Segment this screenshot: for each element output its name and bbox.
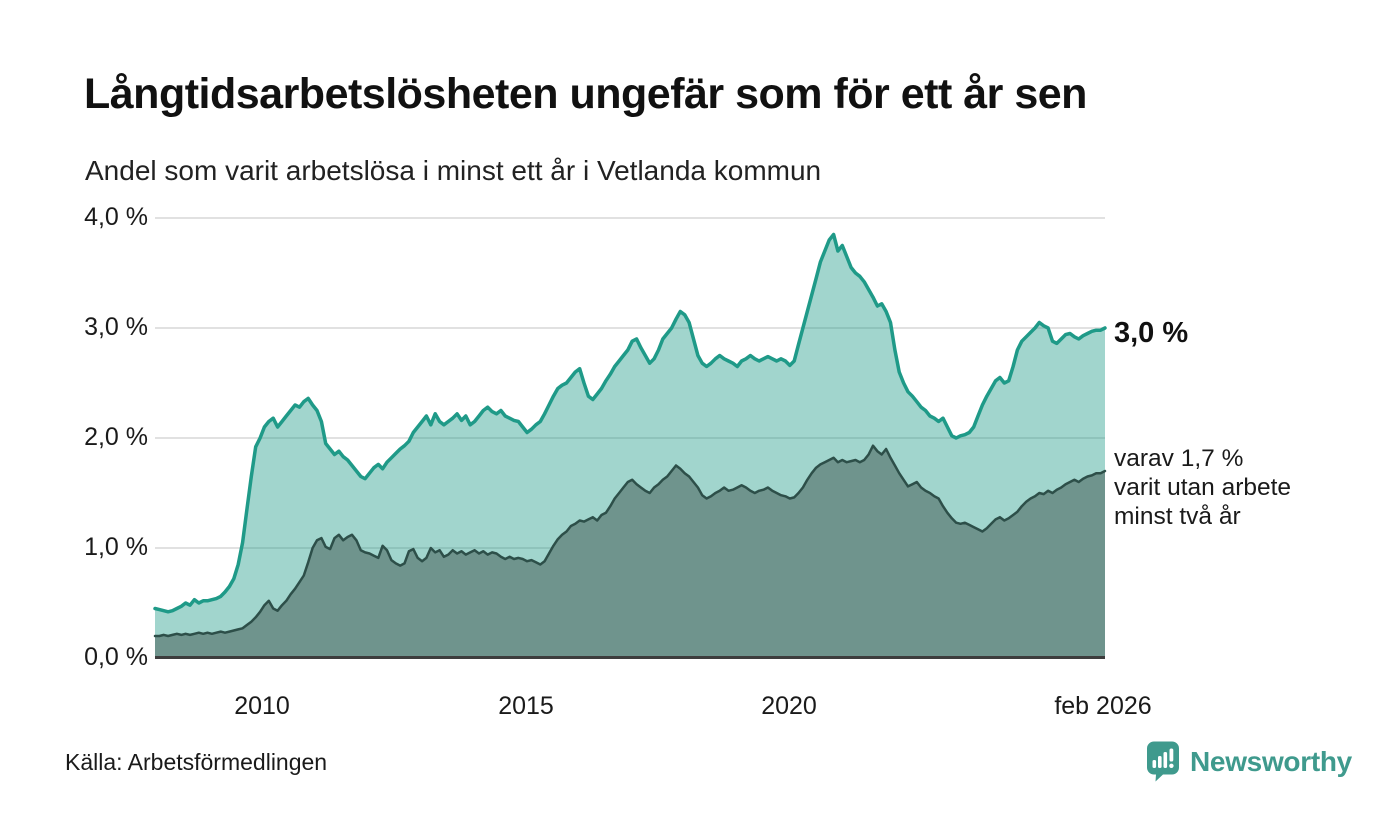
gridline-3pct bbox=[155, 327, 1105, 329]
gridline-4pct bbox=[155, 217, 1105, 219]
newsworthy-bubble-chart-icon bbox=[1147, 741, 1179, 782]
series1-end-value-label: 3,0 % bbox=[1114, 317, 1189, 349]
series2-annotation: varav 1,7 % varit utan arbete minst två … bbox=[1114, 444, 1291, 531]
page-title: Långtidsarbetslösheten ungefär som för e… bbox=[84, 70, 1087, 118]
annotation-line: varit utan arbete bbox=[1114, 474, 1292, 501]
annotation-line: varav 1,7 % bbox=[1114, 445, 1244, 472]
y-tick-label: 2,0 % bbox=[84, 423, 148, 451]
newsworthy-logo[interactable]: Newsworthy bbox=[1146, 741, 1352, 782]
x-tick-label: 2020 bbox=[761, 692, 817, 720]
y-tick-label: 4,0 % bbox=[84, 203, 148, 231]
y-tick-label: 3,0 % bbox=[84, 313, 148, 341]
newsworthy-wordmark: Newsworthy bbox=[1190, 745, 1352, 777]
y-tick-label: 1,0 % bbox=[84, 533, 148, 561]
gridline-2pct bbox=[155, 437, 1105, 439]
x-axis-line bbox=[155, 656, 1105, 659]
annotation-line: minst två år bbox=[1114, 503, 1241, 530]
source-credit: Källa: Arbetsförmedlingen bbox=[65, 749, 328, 775]
x-tick-label: 2015 bbox=[498, 692, 554, 720]
y-tick-label: 0,0 % bbox=[84, 643, 148, 671]
x-tick-label: feb 2026 bbox=[1054, 692, 1152, 720]
chart-subtitle: Andel som varit arbetslösa i minst ett å… bbox=[85, 155, 822, 186]
x-tick-label: 2010 bbox=[234, 692, 290, 720]
